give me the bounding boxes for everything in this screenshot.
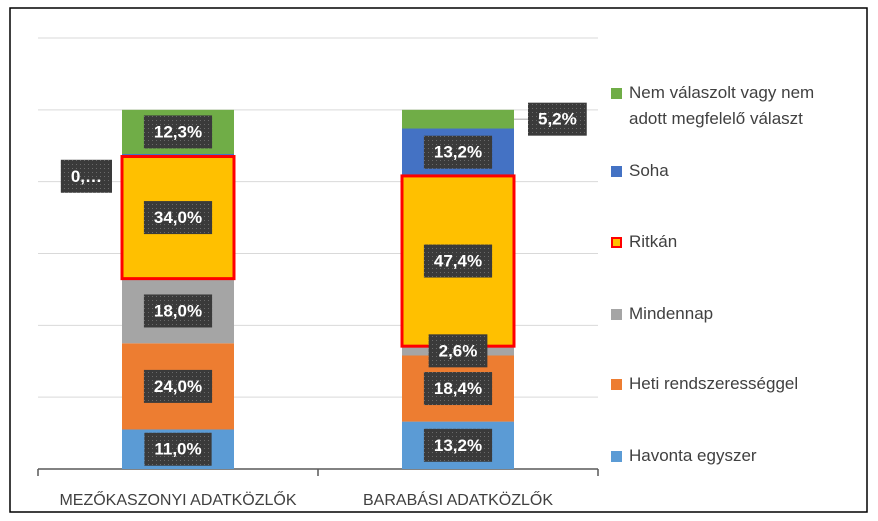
legend-item: Havonta egyszer	[611, 443, 851, 469]
legend-item: Mindennap	[611, 301, 851, 327]
data-label-box	[60, 159, 112, 193]
legend-swatch	[611, 88, 622, 99]
legend-item: Soha	[611, 158, 851, 184]
data-label: 12,3%	[143, 115, 213, 149]
legend-label: Ritkán	[629, 232, 678, 251]
data-label-text: 47,4%	[434, 252, 482, 271]
legend-label: Heti rendszerességgel	[629, 374, 799, 393]
data-label-text: 24,0%	[154, 377, 202, 396]
data-label: 24,0%	[143, 369, 213, 403]
legend-item: Heti rendszerességgel	[611, 371, 851, 397]
data-label-box	[423, 372, 493, 406]
data-label-box	[144, 432, 212, 466]
data-label-text: 34,0%	[154, 208, 202, 227]
data-label-box	[143, 369, 213, 403]
legend-label: Nem válaszolt vagy nem adott megfelelő v…	[629, 83, 815, 128]
data-label-box	[423, 135, 493, 169]
data-label: 11,0%	[144, 432, 212, 466]
data-label-box	[423, 428, 493, 462]
data-label-box	[428, 334, 488, 368]
legend-swatch	[611, 451, 622, 462]
legend-swatch	[611, 237, 622, 248]
data-label-box	[143, 115, 213, 149]
data-label: 18,4%	[423, 372, 493, 406]
legend-swatch	[611, 309, 622, 320]
data-label: 5,2%	[514, 102, 587, 136]
data-label-box	[423, 244, 493, 278]
bar-segment	[402, 109, 514, 129]
data-label-box	[528, 102, 587, 136]
data-label-text: 5,2%	[538, 110, 577, 129]
legend-swatch	[611, 379, 622, 390]
data-label-text: 2,6%	[439, 341, 478, 360]
x-tick-label: BARABÁSI ADATKÖZLŐK	[363, 490, 553, 509]
data-label: 18,0%	[143, 294, 213, 328]
legend-item: Ritkán	[611, 229, 851, 255]
data-label: 47,4%	[423, 244, 493, 278]
data-label-text: 12,3%	[154, 122, 202, 141]
legend-label: Havonta egyszer	[629, 446, 757, 465]
data-label-text: 18,4%	[434, 379, 482, 398]
data-label: 13,2%	[423, 135, 493, 169]
data-label: 34,0%	[143, 201, 213, 235]
data-label: 13,2%	[423, 428, 493, 462]
data-label-text: 18,0%	[154, 301, 202, 320]
data-label-text: 13,2%	[434, 436, 482, 455]
legend-item: Nem válaszolt vagy nem adott megfelelő v…	[611, 80, 851, 132]
data-label-text: 0,…	[71, 167, 102, 186]
legend-label: Soha	[629, 161, 669, 180]
data-label-box	[143, 201, 213, 235]
data-label: 2,6%	[428, 334, 488, 368]
data-label-text: 11,0%	[154, 440, 201, 459]
legend-label: Mindennap	[629, 304, 714, 323]
data-label-text: 13,2%	[434, 143, 482, 162]
legend-swatch	[611, 166, 622, 177]
x-tick-label: MEZŐKASZONYI ADATKÖZLŐK	[59, 490, 296, 509]
data-label: 0,…	[60, 159, 112, 193]
data-label-box	[143, 294, 213, 328]
bar-highlight	[120, 155, 236, 281]
